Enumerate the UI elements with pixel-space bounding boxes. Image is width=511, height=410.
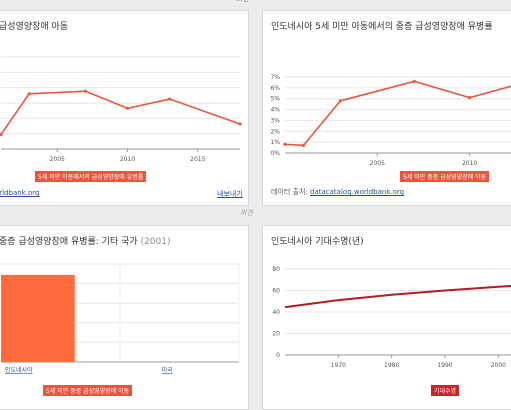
x-tick-label: 2010 bbox=[462, 160, 477, 167]
x-tick-label: 1970 bbox=[331, 362, 346, 369]
y-tick-label: 80 bbox=[272, 266, 280, 273]
data-point bbox=[83, 89, 87, 93]
bar-chart: 인도네시아 미국 bbox=[1, 263, 240, 374]
y-tick-label: 1% bbox=[270, 139, 280, 146]
chart-title: 인도네시아 기대수명(년) bbox=[271, 237, 364, 247]
data-point bbox=[468, 96, 472, 100]
chart-title: 중증 급성영양장애 유병률: 기타 국가 (2001) bbox=[0, 237, 171, 247]
chart-card-acute-malnutrition: 급성영양장애 아동 2005 2010 2015 5세 미만 아동에서의 급성영양장… bbox=[0, 10, 249, 206]
x-tick-label: 2015 bbox=[190, 156, 205, 163]
feedback-label-top: 의견 bbox=[236, 0, 249, 4]
chart-card-life-expectancy: 인도네시아 기대수명(년) 0 20 40 60 80 1970 1980 1990 2000 … bbox=[262, 225, 511, 410]
line-chart: 0 20 40 60 80 1970 1980 1990 2000 bbox=[272, 266, 511, 369]
line-chart: 2005 2010 2015 bbox=[0, 56, 242, 163]
x-tick-label: 1990 bbox=[437, 362, 452, 369]
bar bbox=[1, 274, 75, 362]
legend-item[interactable]: 5세 미만 중증 급성영양장애 아동 bbox=[43, 385, 133, 396]
series-line bbox=[284, 80, 511, 147]
data-point bbox=[412, 79, 416, 83]
y-tick-label: 20 bbox=[272, 331, 280, 338]
y-tick-label: 40 bbox=[272, 309, 280, 316]
x-tick-label: 2000 bbox=[491, 362, 506, 369]
data-point bbox=[125, 106, 130, 110]
data-point bbox=[0, 132, 3, 137]
data-point bbox=[283, 142, 287, 146]
feedback-label-middle: 의견 bbox=[240, 209, 253, 217]
data-point bbox=[27, 92, 31, 96]
y-tick-label: 60 bbox=[272, 288, 280, 295]
source-link[interactable]: orldbank.org bbox=[0, 189, 40, 197]
legend-item[interactable]: 5세 미만 중증 급성영양장애 아동 bbox=[400, 171, 490, 182]
data-point bbox=[238, 122, 242, 126]
chart-title: 인도네시아 5세 미만 아동에서의 중증 급성영양장애 유병률 bbox=[271, 22, 493, 32]
data-point bbox=[338, 99, 342, 103]
y-tick-label: 4% bbox=[270, 107, 280, 114]
x-tick-label: 2005 bbox=[50, 156, 65, 163]
data-source: 데이터 출처: datacatalog.worldbank.org bbox=[271, 188, 405, 196]
y-tick-label: 2% bbox=[270, 128, 280, 135]
x-tick-label: 인도네시아 bbox=[5, 366, 33, 374]
source-link[interactable]: datacatalog.worldbank.org bbox=[310, 188, 405, 196]
y-tick-label: 0 bbox=[276, 352, 280, 359]
y-tick-label: 5% bbox=[270, 96, 280, 103]
data-point bbox=[168, 97, 172, 101]
x-tick-label: 2005 bbox=[370, 160, 385, 167]
series-line bbox=[0, 90, 241, 135]
line-chart: 0% 1% 2% 3% 4% 5% 6% 7% 2005 2010 bbox=[270, 74, 511, 167]
y-tick-label: 3% bbox=[270, 117, 280, 124]
chart-card-other-countries: 중증 급성영양장애 유병률: 기타 국가 (2001) 인도네시아 미국 5세 미… bbox=[0, 225, 249, 410]
x-tick-label: 미국 bbox=[162, 366, 174, 374]
legend-item[interactable]: 기대수명 bbox=[431, 385, 460, 396]
download-link[interactable]: 내보내기 bbox=[217, 190, 243, 198]
series-line bbox=[284, 284, 511, 309]
y-tick-label: 0% bbox=[270, 150, 280, 157]
x-tick-label: 2010 bbox=[120, 156, 135, 163]
y-tick-label: 6% bbox=[270, 85, 280, 92]
y-tick-label: 7% bbox=[270, 74, 280, 81]
x-tick-label: 1980 bbox=[384, 362, 399, 369]
legend-item[interactable]: 5세 미만 아동에서의 급성영양장애 유병률 bbox=[35, 171, 147, 182]
data-point bbox=[301, 143, 306, 147]
chart-title: 급성영양장애 아동 bbox=[0, 22, 69, 32]
chart-card-severe-malnutrition: 인도네시아 5세 미만 아동에서의 중증 급성영양장애 유병률 0% 1% 2% 3%… bbox=[262, 10, 511, 206]
